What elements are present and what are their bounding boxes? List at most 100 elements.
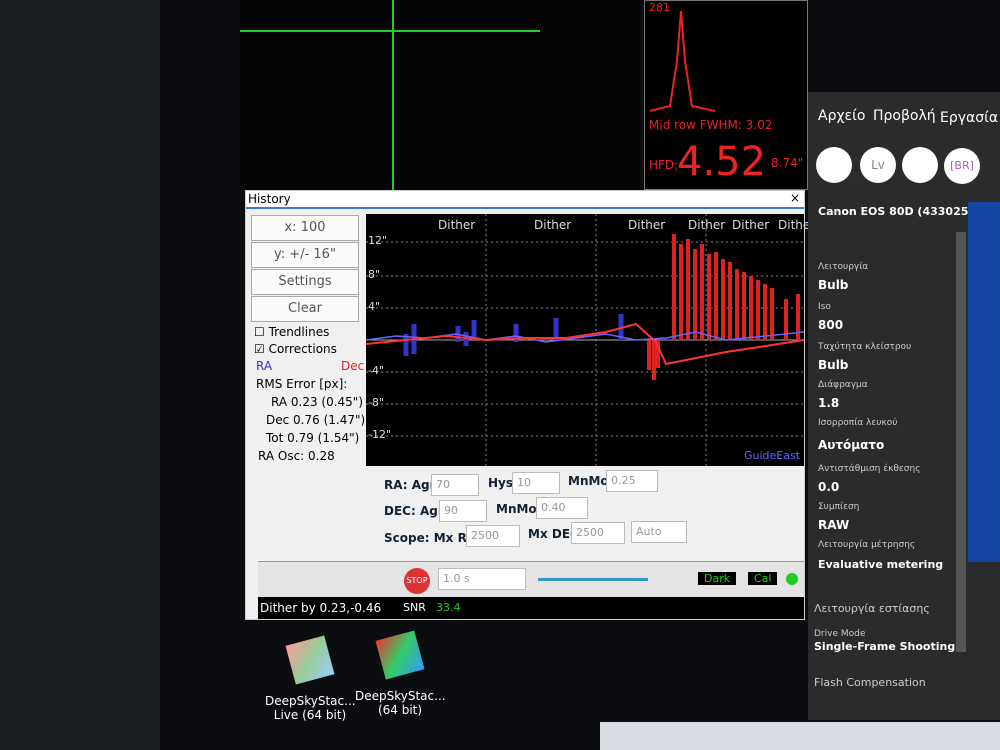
- profile-peak: 281: [649, 1, 670, 14]
- field-value[interactable]: Αυτόματο: [818, 438, 885, 452]
- dark-indicator: Dark: [698, 572, 737, 585]
- drive-label: Drive Mode: [814, 629, 866, 639]
- event-label: Dither: [438, 218, 476, 232]
- status-bar: Dither by 0.23,-0.46 SNR 33.4: [258, 597, 804, 619]
- mx-dec-label: Mx DEC: [528, 527, 579, 541]
- field-label: Iso: [818, 302, 831, 312]
- snr-label: SNR: [403, 601, 426, 614]
- y-label: -8": [368, 396, 385, 409]
- corrections-checkbox[interactable]: ☑ Corrections: [254, 342, 337, 356]
- profile-graph: [649, 10, 716, 112]
- dec-agr-input[interactable]: 90: [439, 500, 487, 522]
- ra-mnmo-input[interactable]: 0.25: [606, 470, 658, 492]
- event-label: Dither: [732, 218, 770, 232]
- auto-input[interactable]: Auto: [631, 521, 687, 543]
- download-button[interactable]: [902, 147, 938, 183]
- hfd-value: 4.52: [677, 139, 767, 185]
- icon-image: [285, 635, 335, 685]
- field-value[interactable]: Bulb: [818, 278, 849, 292]
- drive-value[interactable]: Single-Frame Shooting: [814, 640, 956, 653]
- dec-legend: Dec: [341, 359, 365, 373]
- dec-corrections: [647, 234, 800, 380]
- cal-indicator: Cal: [748, 572, 778, 585]
- field-value[interactable]: 800: [818, 318, 844, 332]
- desktop-icon[interactable]: DeepSkyStac... Live (64 bit): [265, 635, 356, 730]
- field-label: Διάφραγμα: [818, 380, 868, 390]
- profile-curve: [649, 10, 716, 112]
- hys-input[interactable]: 10: [512, 472, 560, 494]
- rms-tot: Tot 0.79 (1.54"): [266, 431, 360, 445]
- hys-label: Hys: [488, 476, 514, 490]
- ra-agr-label: RA: Agr: [384, 478, 436, 492]
- y-label: -12": [368, 428, 392, 441]
- corrections-label: Corrections: [268, 342, 337, 356]
- camera-name: Canon EOS 80D (43302500: [818, 205, 984, 218]
- field-value[interactable]: RAW: [818, 518, 850, 532]
- fields: Λειτουργία Bulb Iso 800 Ταχύτητα κλείστρου…: [808, 262, 953, 582]
- rms-title: RMS Error [px]:: [256, 377, 348, 391]
- mx-dec-input[interactable]: 2500: [571, 522, 625, 544]
- lv-button[interactable]: Lv: [860, 147, 896, 183]
- close-button[interactable]: ×: [789, 191, 800, 205]
- snr-value: 33.4: [436, 601, 461, 614]
- guide-graph: Dither Dither Dither Dither Dither Dithe…: [365, 214, 810, 466]
- br-button[interactable]: [BR]: [944, 148, 980, 184]
- status-led: [786, 573, 798, 585]
- hfd-label: HFD:: [649, 158, 679, 172]
- event-label: Dither: [688, 218, 726, 232]
- icon-image: [375, 630, 425, 680]
- flash-compensation[interactable]: Flash Compensation: [814, 676, 926, 689]
- clear-button[interactable]: Clear: [251, 296, 359, 322]
- stop-button[interactable]: STOP: [404, 568, 430, 594]
- fwhm: Mid row FWHM: 3.02: [649, 118, 773, 132]
- crosshair-h: [240, 30, 540, 32]
- field-label: Λειτουργία μέτρησης: [818, 540, 916, 550]
- window-title: History: [248, 192, 291, 206]
- event-label: Dithe: [778, 218, 811, 232]
- event-label: Dither: [628, 218, 666, 232]
- preview-area: [968, 202, 1000, 562]
- field-value[interactable]: 0.0: [818, 480, 840, 494]
- rms-dec: Dec 0.76 (1.47"): [266, 413, 366, 427]
- taskbar: [600, 722, 1000, 750]
- icon-label: DeepSkyStac... (64 bit): [355, 689, 446, 717]
- field-label: Λειτουργία: [818, 262, 869, 272]
- trendlines-checkbox[interactable]: ☐ Trendlines: [254, 325, 330, 339]
- history-window: History × x: 100 y: +/- 16" Settings Cle…: [245, 190, 810, 620]
- settings-dropdown[interactable]: Settings: [251, 269, 359, 295]
- scrollbar: [956, 232, 966, 652]
- dec-mnmo-input[interactable]: 0.40: [536, 497, 588, 519]
- field-value[interactable]: 1.8: [818, 396, 840, 410]
- y-label: 8": [368, 268, 381, 281]
- trendlines-label: Trendlines: [268, 325, 330, 339]
- star-view: [240, 0, 640, 190]
- crosshair-v: [392, 0, 394, 190]
- shutter-button[interactable]: [816, 147, 852, 183]
- x-scale-dropdown[interactable]: x: 100: [251, 215, 359, 241]
- desktop-icon[interactable]: DeepSkyStac... (64 bit): [355, 630, 446, 725]
- slider[interactable]: [538, 578, 648, 581]
- y-scale-dropdown[interactable]: y: +/- 16": [251, 242, 359, 268]
- ra-agr-input[interactable]: 70: [431, 474, 479, 496]
- field-value[interactable]: Evaluative metering: [818, 558, 944, 571]
- menu-item[interactable]: Προβολή: [873, 108, 936, 124]
- focus-mode[interactable]: Λειτουργία εστίασης: [814, 602, 930, 615]
- guide-event: GuideEast: [743, 449, 800, 462]
- field-value[interactable]: Bulb: [818, 358, 849, 372]
- mx-ra-input[interactable]: 2500: [466, 525, 520, 547]
- field-label: Αντιστάθμιση έκθεσης: [818, 464, 921, 474]
- y-label: -4": [368, 364, 385, 377]
- ra-legend: RA: [256, 359, 273, 373]
- exposure-dropdown[interactable]: 1.0 s: [438, 568, 526, 590]
- field-label: Ταχύτητα κλείστρου: [818, 342, 912, 352]
- menu-item[interactable]: Αρχείο: [818, 108, 866, 124]
- status-message: Dither by 0.23,-0.46: [260, 601, 382, 615]
- menu-item[interactable]: Εργασία: [940, 110, 999, 126]
- ra-mnmo-label: MnMo: [568, 474, 609, 488]
- hfd-arcsec: 8.74": [771, 156, 804, 170]
- graph-canvas: [365, 214, 805, 466]
- event-label: Dither: [534, 218, 572, 232]
- field-label: Ισορροπία λευκού: [818, 418, 898, 428]
- dec-agr-label: DEC: Agr: [384, 504, 444, 518]
